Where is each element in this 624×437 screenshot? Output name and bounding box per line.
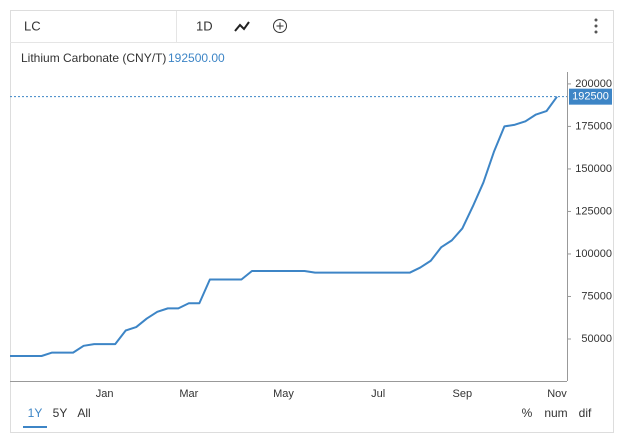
frame bbox=[10, 10, 614, 433]
x-tick-label: Sep bbox=[453, 388, 473, 400]
x-tick-label: Jul bbox=[371, 388, 385, 400]
scale-button[interactable]: % bbox=[522, 406, 533, 420]
y-tick-label: 175000 bbox=[575, 120, 612, 132]
y-tick-label: 200000 bbox=[575, 78, 612, 90]
chart-title: Lithium Carbonate (CNY/T) bbox=[21, 51, 166, 65]
scale-button[interactable]: dif bbox=[579, 406, 592, 420]
scale-button[interactable]: num bbox=[544, 406, 567, 420]
last-price: 192500.00 bbox=[168, 51, 225, 65]
symbol-input[interactable]: LC bbox=[24, 18, 41, 33]
chart-type-icon[interactable] bbox=[234, 21, 250, 32]
x-tick-label: May bbox=[273, 388, 294, 400]
last-price-box bbox=[569, 88, 612, 105]
x-tick-label: Nov bbox=[547, 388, 567, 400]
x-tick-label: Jan bbox=[96, 388, 114, 400]
y-tick-label: 150000 bbox=[575, 163, 612, 175]
interval-button[interactable]: 1D bbox=[196, 18, 213, 33]
y-tick-label: 100000 bbox=[575, 248, 612, 260]
range-button[interactable]: All bbox=[77, 406, 90, 420]
compare-button[interactable] bbox=[273, 19, 287, 33]
last-price-label: 192500 bbox=[572, 91, 609, 103]
y-tick-label: 125000 bbox=[575, 205, 612, 217]
y-tick-label: 50000 bbox=[581, 333, 612, 345]
y-tick-label: 75000 bbox=[581, 290, 612, 302]
range-button[interactable]: 1Y bbox=[28, 406, 43, 420]
x-tick-label: Mar bbox=[179, 388, 198, 400]
range-button[interactable]: 5Y bbox=[53, 406, 68, 420]
price-line bbox=[10, 96, 558, 357]
menu-button[interactable] bbox=[594, 18, 598, 34]
